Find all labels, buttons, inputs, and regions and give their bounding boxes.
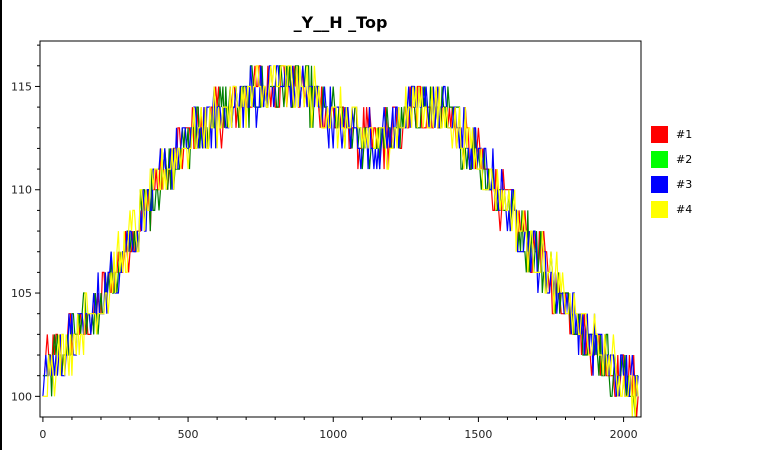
x-tick-label: 1500 [464,428,492,441]
y-tick-label: 100 [11,390,32,403]
y-tick-label: 115 [11,80,32,93]
series-line-4 [42,65,639,418]
legend-swatch [651,126,668,143]
legend-label: #1 [676,128,693,141]
legend-item-3: #3 [651,172,692,197]
legend-label: #3 [676,178,693,191]
legend-item-2: #2 [651,147,692,172]
legend-item-4: #4 [651,197,692,222]
x-tick-label: 1000 [319,428,347,441]
window-edge [0,0,2,450]
series-line-3 [42,65,639,397]
legend-label: #4 [676,203,693,216]
plot-frame [39,40,642,418]
legend: #1 #2 #3 #4 [651,122,692,222]
series-layer [42,65,639,418]
legend-swatch [651,151,668,168]
y-tick-label: 105 [11,287,32,300]
legend-label: #2 [676,153,693,166]
axis-layer: 0 500 1000 1500 2000 100 105 110 115 [11,44,638,441]
x-tick-label: 2000 [610,428,638,441]
legend-swatch [651,176,668,193]
legend-item-1: #1 [651,122,692,147]
legend-swatch [651,201,668,218]
y-tick-label: 110 [11,184,32,197]
chart-title: _Y__H _Top [293,13,388,32]
x-tick-label: 500 [178,428,199,441]
x-tick-label: 0 [39,428,46,441]
